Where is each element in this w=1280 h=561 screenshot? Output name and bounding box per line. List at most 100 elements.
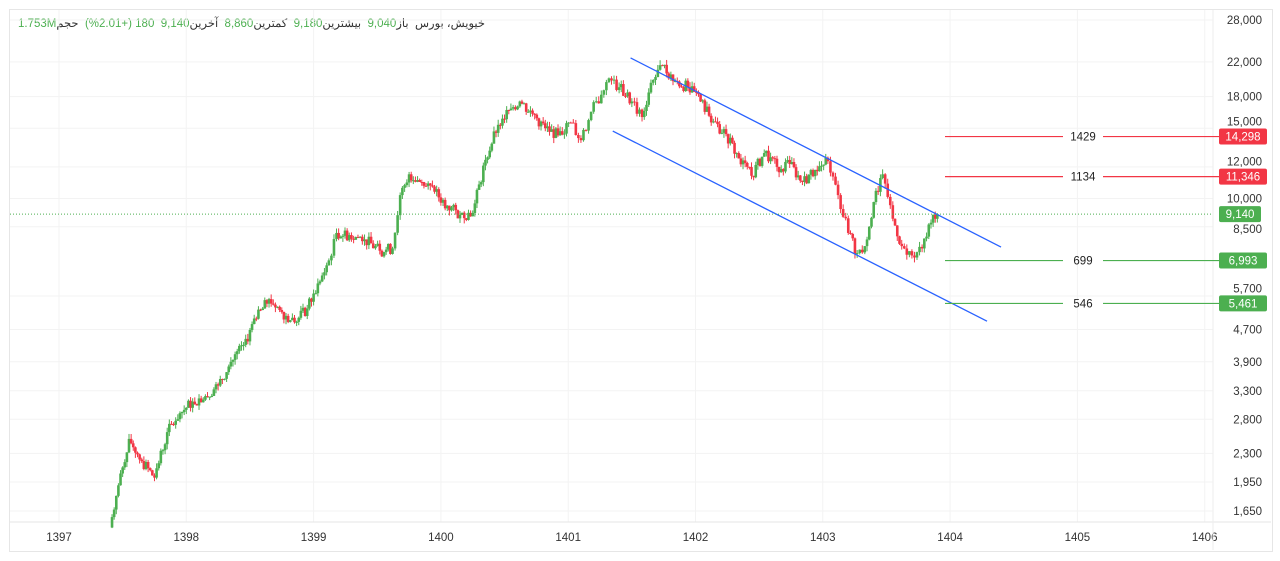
candle-body — [824, 157, 828, 165]
candle-body — [567, 122, 570, 124]
candle-body — [407, 174, 411, 183]
candle-body — [663, 64, 666, 66]
candle-body — [669, 74, 673, 79]
legend-volume-label: حجم — [56, 18, 79, 30]
candle-body — [343, 230, 347, 236]
legend-exchange: خیویش، بورس — [414, 18, 486, 30]
candle-body — [125, 452, 129, 463]
candle-body — [529, 110, 532, 112]
candle-body — [815, 169, 819, 172]
candle-body — [199, 398, 203, 403]
candle-body — [471, 212, 475, 217]
candle-body — [522, 103, 526, 105]
candle-body — [849, 232, 852, 235]
candle-body — [358, 236, 362, 238]
candle-body — [323, 272, 326, 276]
candle-body — [465, 218, 468, 220]
candle-body — [428, 183, 432, 186]
candle-body — [316, 283, 320, 294]
candle-body — [291, 317, 294, 321]
level-price-badge — [1219, 295, 1267, 312]
candle-body — [895, 225, 899, 237]
candle-body — [910, 251, 914, 256]
candle-body — [114, 495, 118, 510]
candle-body — [280, 309, 284, 312]
candle-body — [874, 190, 878, 203]
y-tick-label: 22,000 — [1227, 57, 1262, 69]
candle-body — [473, 203, 477, 213]
candle-body — [900, 243, 904, 247]
candle-body — [159, 450, 163, 464]
legend-open-label: باز — [396, 18, 409, 30]
chart-frame — [9, 9, 1273, 552]
candle-body — [582, 129, 585, 141]
candle-body — [651, 80, 655, 83]
candle-body — [382, 252, 386, 257]
candle-body — [501, 118, 504, 126]
candle-body — [722, 129, 726, 133]
candle-body — [509, 108, 513, 111]
candle-body — [384, 249, 388, 253]
candle-body — [386, 243, 390, 250]
candle-body — [129, 438, 133, 444]
candle-body — [619, 84, 623, 88]
candle-body — [617, 87, 621, 90]
candle-body — [424, 185, 428, 187]
candle-body — [327, 260, 331, 266]
candle-body — [872, 202, 876, 218]
candle-body — [737, 153, 741, 159]
candle-body — [134, 447, 137, 453]
candle-body — [146, 461, 150, 469]
y-tick-label: 1,650 — [1233, 506, 1262, 518]
candle-body — [548, 126, 551, 132]
legend-change: 180 (+2.01%) — [84, 18, 155, 30]
candle-body — [274, 304, 277, 308]
candle-body — [552, 129, 556, 138]
candle-body — [127, 438, 131, 453]
candle-body — [335, 232, 338, 240]
candle-body — [760, 156, 764, 166]
candle-body — [235, 351, 239, 355]
candle-body — [284, 315, 288, 320]
trend-channel-line — [630, 57, 1002, 248]
candle-body — [352, 238, 355, 240]
x-tick-label: 1399 — [301, 532, 327, 544]
candle-body — [782, 169, 785, 172]
candle-body — [403, 185, 406, 188]
candle-body — [762, 153, 766, 157]
x-tick-label: 1401 — [555, 532, 581, 544]
candle-body — [813, 169, 817, 177]
candle-body — [811, 170, 815, 177]
candle-body — [765, 150, 768, 154]
candle-body — [626, 92, 629, 97]
candle-body — [855, 253, 859, 255]
candle-body — [265, 300, 269, 304]
candle-body — [707, 106, 711, 116]
candle-body — [918, 246, 921, 253]
candle-body — [537, 118, 541, 127]
candle-body — [163, 444, 167, 451]
candle-body — [435, 189, 438, 192]
candle-body — [853, 238, 857, 255]
candle-body — [731, 137, 734, 143]
candle-body — [499, 124, 502, 126]
candle-body — [867, 226, 871, 240]
candle-body — [448, 205, 451, 211]
candle-body — [112, 509, 116, 518]
candle-body — [238, 345, 241, 352]
candle-body — [507, 109, 511, 111]
candle-body — [233, 354, 237, 360]
candle-body — [745, 162, 749, 167]
candle-body — [450, 207, 453, 211]
candle-body — [794, 167, 798, 178]
candle-body — [210, 395, 214, 397]
candle-body — [452, 204, 455, 208]
x-tick-label: 1397 — [46, 532, 72, 544]
candle-body — [589, 111, 593, 121]
candle-body — [431, 185, 434, 187]
candle-body — [602, 90, 606, 95]
candle-body — [172, 424, 175, 426]
candle-body — [788, 159, 792, 165]
